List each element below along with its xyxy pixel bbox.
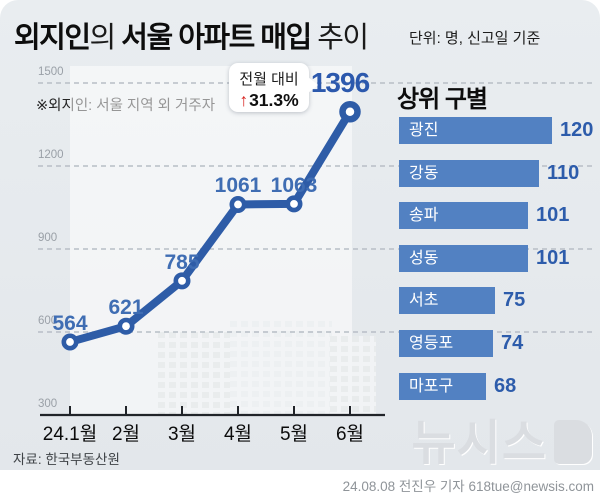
district-bar: 광진 (399, 117, 552, 144)
value-label: 785 (164, 250, 200, 274)
bar-chart: 광진 120 강동 110 송파 101 성동 101 서초 75 영등포 74 마포구 68 (399, 117, 599, 417)
title-part: 의 (89, 22, 122, 54)
source-label: 자료: 한국부동산원 (13, 452, 120, 467)
chart-panel: 외지인의 서울 아파트 매입 추이 단위: 명, 신고일 기준 ※외지인: 서울… (0, 0, 600, 470)
up-arrow-icon: ↑ (239, 90, 249, 110)
y-tick-label: 900 (38, 232, 58, 244)
data-point-marker (229, 195, 247, 213)
bar-row: 영등포 74 (399, 330, 523, 357)
y-tick-label: 300 (38, 398, 58, 410)
bar-row: 서초 75 (399, 287, 525, 314)
x-tick-label: 24.1월 (42, 424, 98, 445)
data-point-marker (117, 317, 135, 335)
page-title: 외지인의 서울 아파트 매입 추이 (14, 14, 369, 56)
title-part: 외지인 (14, 22, 91, 54)
callout-label: 전월 대비 (239, 71, 299, 88)
data-point-marker (173, 272, 191, 290)
callout-percent: 31.3% (249, 90, 299, 110)
bar-chart-title: 상위 구별 (397, 86, 488, 113)
trend-line (61, 101, 361, 351)
x-tick-label: 2월 (111, 424, 141, 445)
bar-row: 마포구 68 (399, 373, 516, 400)
final-value-label: 1396 (310, 66, 370, 98)
callout-tail-icon (308, 77, 318, 93)
data-point-marker (339, 101, 361, 123)
bar-value-label: 74 (501, 332, 524, 354)
y-tick-label: 1500 (38, 66, 64, 78)
district-bar: 강동 (399, 160, 539, 187)
bar-value-label: 75 (503, 289, 526, 311)
bar-row: 광진 120 (399, 117, 593, 144)
district-bar: 영등포 (399, 330, 493, 357)
bar-row: 송파 101 (399, 202, 569, 229)
bar-row: 강동 110 (399, 160, 579, 187)
byline: 24.08.08 전진우 기자 618tue@newsis.com (342, 479, 594, 494)
value-label: 1063 (270, 173, 318, 197)
x-tick-label: 3월 (167, 424, 197, 445)
building-icon (230, 321, 332, 415)
building-icon (158, 332, 230, 415)
value-label: 621 (108, 296, 144, 320)
watermark-text: 뉴시스 (411, 417, 547, 470)
watermark-logo-icon (554, 420, 592, 464)
y-tick-label: 600 (38, 315, 58, 327)
building-icon (330, 336, 376, 415)
data-point-marker (61, 333, 79, 351)
bar-row: 성동 101 (399, 245, 569, 272)
value-label: 564 (52, 311, 88, 335)
y-tick-label: 1200 (38, 149, 64, 161)
district-bar: 마포구 (399, 373, 486, 400)
callout-change: ↑31.3% (229, 90, 309, 111)
x-tick-label: 5월 (279, 424, 309, 445)
value-label: 1061 (214, 174, 262, 198)
x-tick-label: 4월 (223, 424, 253, 445)
x-tick-label: 6월 (335, 424, 365, 445)
data-point-marker (285, 195, 303, 213)
title-part: 추이 (310, 22, 369, 54)
title-part: 서울 아파트 매입 (121, 22, 312, 54)
bar-value-label: 101 (536, 204, 570, 226)
district-bar: 송파 (399, 202, 528, 229)
unit-label: 단위: 명, 신고일 기준 (409, 30, 541, 47)
trend-polyline (66, 107, 354, 346)
bar-value-label: 120 (560, 119, 594, 141)
district-bar: 서초 (399, 287, 495, 314)
bar-value-label: 101 (536, 247, 570, 269)
district-bar: 성동 (399, 245, 528, 272)
bar-value-label: 110 (547, 162, 580, 184)
newsis-watermark: 뉴시스 (412, 420, 592, 468)
bar-value-label: 68 (494, 375, 517, 397)
change-callout: 전월 대비 ↑31.3% (229, 63, 318, 112)
